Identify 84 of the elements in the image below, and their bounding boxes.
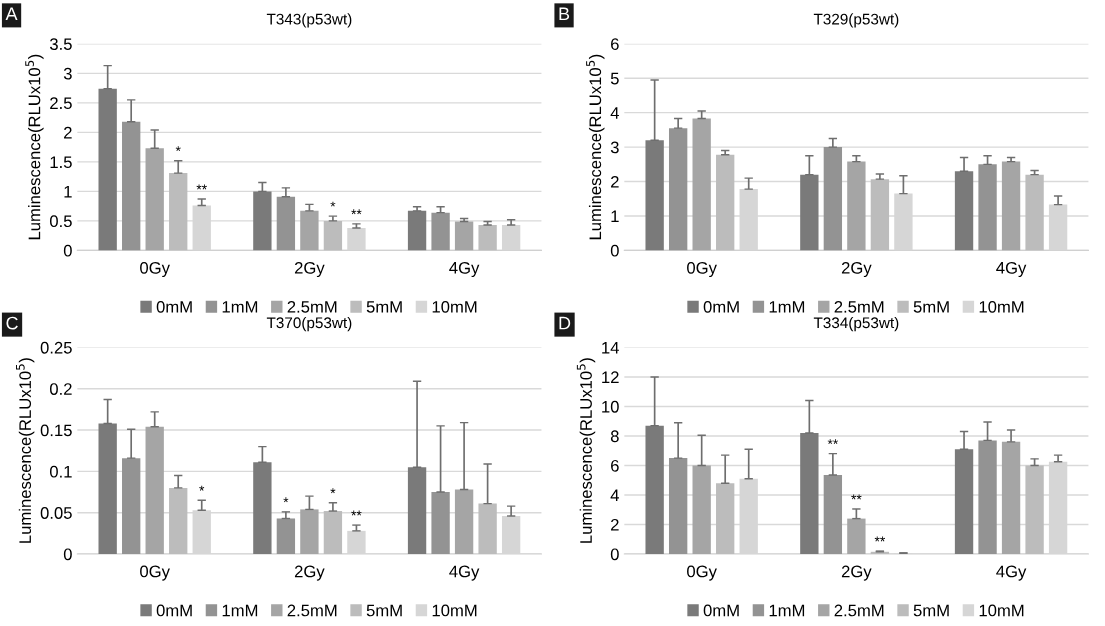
legend-label: 2.5mM bbox=[287, 300, 337, 313]
data-label: ** bbox=[351, 510, 362, 516]
y-axis-title: Luminescence(RLUx10$^{5}$) bbox=[16, 358, 35, 543]
y-tick-label: 3.5 bbox=[49, 38, 72, 51]
data-label: ** bbox=[827, 439, 839, 445]
legend-label: 1mM bbox=[222, 604, 258, 617]
y-tick-label: 6 bbox=[611, 38, 619, 51]
y-tick-label: 12 bbox=[602, 371, 619, 383]
y-axis-title: Luminescence(RLUx10$^{5}$) bbox=[586, 54, 605, 240]
x-tick-label: 2Gy bbox=[841, 261, 872, 278]
y-tick-label: 2.5 bbox=[50, 97, 72, 110]
y-tick-label: 6 bbox=[611, 459, 619, 472]
data-label: ** bbox=[874, 536, 886, 542]
y-tick-label: 0.2 bbox=[49, 383, 72, 395]
legend-label: 5mM bbox=[366, 301, 402, 313]
y-tick-label: 0 bbox=[610, 548, 619, 561]
y-tick-label: 5 bbox=[610, 72, 619, 85]
x-tick-label: 2Gy bbox=[294, 261, 325, 278]
y-tick-label: 3 bbox=[63, 67, 72, 80]
y-tick-label: 0.25 bbox=[40, 341, 72, 354]
y-tick-label: 2 bbox=[64, 126, 72, 139]
text: B bbox=[559, 7, 570, 21]
data-label: * bbox=[175, 146, 181, 152]
y-tick-label: 1 bbox=[611, 210, 619, 223]
text: C bbox=[6, 316, 18, 330]
x-tick-label: 4Gy bbox=[996, 261, 1027, 278]
x-tick-label: 4Gy bbox=[996, 565, 1027, 581]
y-tick-label: 0 bbox=[610, 244, 619, 257]
y-tick-label: 14 bbox=[602, 342, 619, 354]
y-tick-label: 0.5 bbox=[49, 215, 72, 228]
x-tick-label: 0Gy bbox=[140, 565, 170, 581]
data-label: ** bbox=[851, 494, 862, 500]
chart-title: T370(p53wt) bbox=[266, 316, 352, 332]
data-label: * bbox=[330, 488, 336, 494]
x-tick-label: 2Gy bbox=[294, 565, 325, 581]
y-tick-label: 8 bbox=[610, 430, 619, 443]
chart-title: T329(p53wt) bbox=[813, 13, 899, 28]
data-label: * bbox=[330, 201, 336, 207]
y-tick-label: 4 bbox=[610, 107, 619, 119]
y-tick-label: 2 bbox=[611, 518, 619, 531]
y-tick-label: 10 bbox=[602, 400, 619, 413]
text: D bbox=[559, 316, 571, 330]
y-tick-label: 4 bbox=[610, 489, 619, 502]
legend-label: 5mM bbox=[913, 301, 949, 313]
legend-label: 2.5mM bbox=[834, 300, 884, 313]
y-tick-label: 0.1 bbox=[49, 465, 72, 478]
legend-label: 5mM bbox=[913, 604, 949, 617]
legend-label: 10mM bbox=[432, 300, 477, 313]
y-axis-title: Luminescence(RLUx10$^{5}$) bbox=[576, 358, 596, 543]
x-tick-label: 0Gy bbox=[140, 261, 170, 278]
legend-label: 1mM bbox=[769, 604, 805, 617]
legend-label: 0mM bbox=[703, 604, 739, 617]
y-tick-label: 1.5 bbox=[50, 156, 72, 169]
x-tick-label: 0Gy bbox=[687, 261, 717, 278]
text: A bbox=[5, 7, 18, 21]
data-label: ** bbox=[196, 184, 207, 190]
legend-label: 2.5mM bbox=[834, 604, 884, 617]
chart-title: T343(p53wt) bbox=[266, 13, 352, 28]
y-tick-label: 0 bbox=[63, 244, 72, 257]
x-tick-label: 2Gy bbox=[841, 565, 872, 581]
legend-label: 0mM bbox=[156, 300, 192, 313]
y-axis-title: Luminescence(RLUx10$^{5}$) bbox=[25, 54, 44, 240]
y-tick-label: 0 bbox=[63, 548, 72, 561]
y-tick-label: 0.15 bbox=[40, 424, 72, 437]
y-tick-label: 1 bbox=[64, 185, 72, 198]
data-label: * bbox=[283, 497, 289, 503]
legend-label: 0mM bbox=[156, 604, 192, 617]
legend-label: 5mM bbox=[366, 604, 402, 617]
legend-label: 1mM bbox=[222, 301, 258, 313]
legend-label: 0mM bbox=[703, 300, 739, 313]
data-label: ** bbox=[351, 209, 362, 215]
y-tick-label: 2 bbox=[611, 175, 619, 188]
legend-label: 10mM bbox=[432, 604, 477, 617]
chart-title: T334(p53wt) bbox=[813, 316, 899, 332]
x-tick-label: 4Gy bbox=[449, 261, 480, 278]
x-tick-label: 4Gy bbox=[449, 565, 480, 581]
legend-label: 10mM bbox=[979, 300, 1024, 313]
y-tick-label: 0.05 bbox=[40, 507, 72, 519]
data-label: * bbox=[199, 485, 205, 491]
y-tick-label: 3 bbox=[610, 141, 619, 154]
legend-label: 1mM bbox=[769, 301, 805, 313]
legend-label: 2.5mM bbox=[287, 604, 337, 617]
legend-label: 10mM bbox=[979, 604, 1024, 617]
x-tick-label: 0Gy bbox=[687, 565, 717, 581]
